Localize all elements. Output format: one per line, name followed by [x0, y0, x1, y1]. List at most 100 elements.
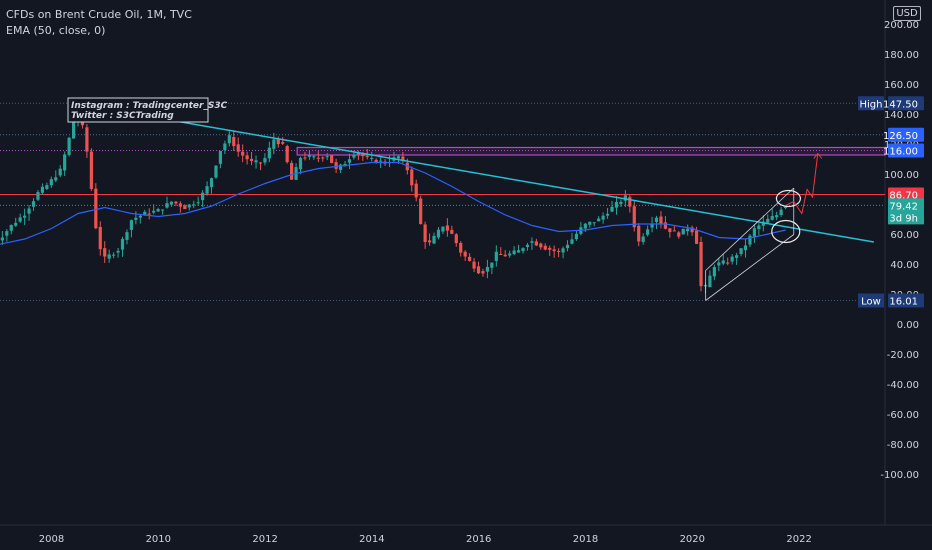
channel-upper-line: [705, 187, 795, 271]
candle-body: [196, 202, 200, 204]
candle-body: [654, 217, 659, 222]
candle-body: [663, 222, 668, 229]
candle-body: [530, 241, 534, 243]
y-tick-label: -40.00: [887, 380, 919, 391]
candle-body: [347, 159, 352, 163]
candle-body: [45, 185, 49, 189]
candle-body: [174, 201, 178, 204]
candle-body: [419, 198, 423, 224]
high-value-badge-text: 147.50: [883, 99, 918, 110]
candle-body: [49, 179, 53, 186]
candle-body: [614, 202, 619, 208]
candle-body: [379, 160, 383, 162]
x-tick-label: 2016: [466, 534, 491, 545]
candle-body: [423, 224, 427, 242]
candle-body: [548, 247, 552, 250]
candle-body: [325, 156, 329, 158]
candle-body: [338, 164, 343, 170]
candle-body: [570, 239, 574, 244]
candle-body: [694, 230, 699, 244]
symbol-title: CFDs on Brent Crude Oil, 1M, TVC: [6, 8, 192, 21]
candle-body: [552, 249, 556, 252]
candle-body: [766, 218, 770, 223]
candle-body: [36, 192, 40, 200]
candle-body: [641, 236, 645, 242]
annotation-twitter: Twitter : S3CTrading: [71, 111, 174, 121]
candle-body: [427, 240, 432, 243]
candle-body: [263, 158, 267, 163]
level-126-badge: [888, 127, 924, 142]
candle-body: [459, 242, 463, 253]
level-116-badge-text: 116.00: [883, 147, 918, 158]
annotation-instagram: Instagram : Tradingcenter_S3C: [71, 101, 228, 111]
candle-body: [757, 225, 761, 230]
ema-indicator-label[interactable]: EMA (50, close, 0): [6, 24, 106, 37]
candle-body: [249, 158, 254, 162]
candle-body: [160, 209, 165, 211]
candle-body: [743, 245, 748, 251]
y-tick-label: -80.00: [887, 440, 919, 451]
candle-body: [89, 151, 93, 189]
candle-body: [721, 260, 725, 264]
candle-body: [374, 159, 378, 163]
social-annotation-box: [67, 97, 209, 123]
candle-body: [450, 229, 454, 234]
candle-body: [779, 209, 783, 215]
candle-body: [218, 150, 223, 164]
candle-body: [120, 238, 125, 250]
candle-body: [67, 137, 71, 155]
level-126-badge-text: 126.50: [883, 131, 918, 142]
candle-body: [147, 213, 151, 215]
candle-body: [169, 201, 174, 205]
candle-body: [27, 208, 31, 214]
candle-body: [565, 244, 570, 249]
candle-body: [730, 256, 734, 262]
candle-body: [276, 139, 280, 145]
candle-body: [516, 250, 521, 253]
candle-body: [316, 157, 320, 159]
candle-body: [365, 156, 369, 158]
candle-body: [735, 255, 739, 258]
y-tick-label: 160.00: [884, 80, 919, 91]
candle-body: [726, 262, 730, 264]
high-tag-text: High: [860, 99, 883, 110]
candle-body: [623, 195, 627, 201]
candle-body: [312, 156, 316, 158]
candle-body: [557, 250, 561, 252]
x-tick-label: 2020: [680, 534, 705, 545]
projection-arrowhead: [813, 152, 823, 159]
candle-body: [601, 215, 605, 220]
candle-body: [334, 162, 338, 169]
candle-body: [209, 178, 214, 188]
x-tick-label: 2010: [146, 534, 171, 545]
high-value-badge: [888, 96, 924, 111]
candle-body: [761, 221, 765, 226]
last-price-text: 79.42: [889, 201, 918, 212]
level-86-badge-text: 86.70: [889, 190, 918, 201]
channel-lower-line: [705, 234, 794, 301]
candle-body: [58, 168, 62, 176]
candle-body: [770, 216, 774, 220]
candle-body: [125, 232, 129, 240]
candle-body: [241, 151, 245, 156]
low-value-badge-text: 16.01: [889, 296, 918, 307]
candle-body: [454, 234, 458, 244]
candle-body: [659, 216, 663, 224]
candle-body: [330, 155, 334, 163]
candle-body: [178, 203, 182, 207]
candle-body: [748, 235, 752, 245]
candle-body: [321, 157, 325, 159]
candle-body: [508, 253, 512, 256]
currency-selector[interactable]: USD: [893, 6, 921, 21]
candle-body: [521, 248, 525, 252]
candle-body: [152, 210, 156, 213]
candle-body: [63, 154, 67, 171]
y-tick-label: -100.00: [880, 470, 919, 481]
candle-body: [650, 224, 654, 228]
candle-body: [187, 204, 191, 208]
candle-body: [441, 226, 445, 232]
level-86-badge: [888, 187, 924, 202]
candle-body: [18, 217, 22, 222]
candle-body: [752, 228, 757, 237]
